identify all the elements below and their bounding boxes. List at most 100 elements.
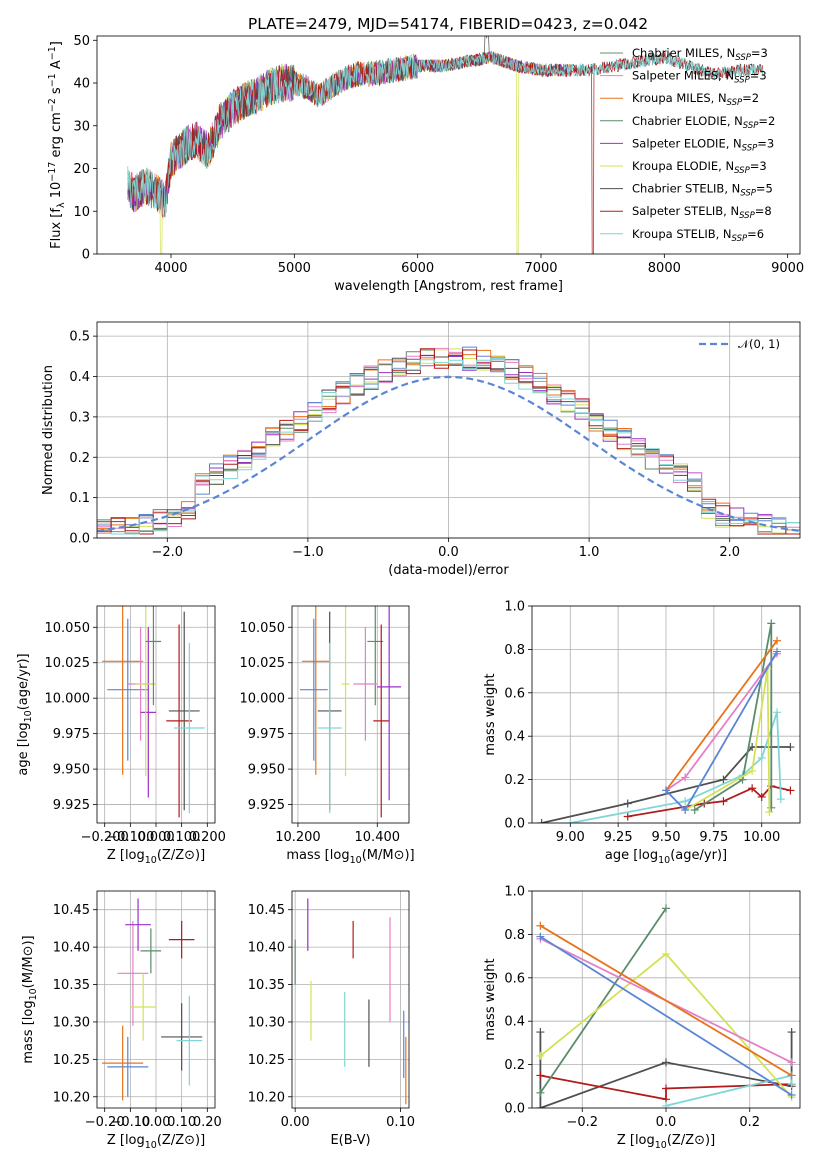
legend-label: Kroupa ELODIE, NSSP=3: [632, 159, 767, 176]
weight-marker: [767, 619, 776, 628]
weight-marker: [786, 743, 795, 752]
legend-label: 𝒩(0, 1): [738, 337, 780, 351]
label-part: erg cm: [49, 112, 64, 161]
weight-line: [539, 924, 793, 1077]
weight-marker: [662, 1058, 670, 1067]
histogram-step-chabrier-stelib: [97, 354, 800, 535]
y-tick-label: 0.3: [69, 410, 90, 425]
y-tick-label: 20: [73, 162, 90, 177]
x-tick-label: 2.0: [719, 545, 740, 560]
label-part: age [: [605, 848, 638, 863]
label-part: Z [: [107, 1133, 125, 1148]
legend-subscript: SSP: [742, 143, 758, 153]
y-tick-label: 40: [73, 77, 90, 92]
legend-count: =5: [756, 182, 773, 196]
plot-layer: 4000 5000 6000 7000 8000 9000 0 10 20 30 40 50 wavel…: [16, 34, 804, 1151]
weight-marker: [662, 949, 670, 958]
y-tick-label: 10.025: [45, 656, 91, 671]
spectrum-legend: Chabrier MILES, NSSP=3 Salpeter MILES, NS…: [600, 46, 775, 244]
legend-subscript: SSP: [735, 53, 751, 63]
y-tick-label: 9.950: [248, 763, 285, 778]
y-tick-label: 1.0: [504, 885, 525, 900]
legend-text: Chabrier STELIB, N: [632, 182, 740, 196]
label-part: Flux [f: [49, 208, 64, 249]
weight-line: [539, 907, 667, 1094]
panel-mass-vs-e-b-v-: 0.00 0.10 10.20 10.25 10.30 10.35 10.40 10.45 E(…: [248, 890, 415, 1148]
y-tick-label: 1.0: [504, 600, 525, 615]
weight-marker: [662, 1084, 670, 1093]
plot-area: [537, 619, 795, 823]
label-part: 10: [145, 855, 157, 866]
x-tick-label: 0.10: [386, 1115, 415, 1130]
spectrum-kroupa-stelib: [127, 51, 764, 218]
weight-marker: [757, 753, 766, 762]
weight-marker: [773, 647, 782, 656]
x-tick-label: 0.200: [189, 830, 226, 845]
label-part: E(B-V): [330, 1133, 370, 1148]
weight-marker: [537, 819, 546, 823]
weight-marker: [690, 805, 699, 814]
y-tick-label: 0.0: [504, 1102, 525, 1117]
x-tick-label: 1.0: [579, 545, 600, 560]
legend-text: Salpeter ELODIE, N: [632, 136, 742, 150]
label-part: (age/yr)]: [16, 653, 31, 710]
legend-label: Chabrier STELIB, NSSP=5: [632, 182, 773, 199]
weight-marker: [748, 766, 757, 775]
label-part: −1: [47, 73, 58, 87]
label-part: log: [16, 722, 31, 742]
x-axis-label: (data-model)/error: [388, 563, 509, 578]
weight-marker: [536, 1071, 545, 1080]
legend-text: Kroupa ELODIE, N: [632, 159, 734, 173]
label-part: 10: [658, 855, 670, 866]
x-tick-label: −0.100: [106, 830, 154, 845]
y-tick-label: 10.30: [53, 1015, 90, 1030]
y-tick-label: 10: [73, 205, 90, 220]
legend-label: Salpeter MILES, NSSP=3: [632, 69, 767, 86]
legend-label: Salpeter STELIB, NSSP=8: [632, 204, 772, 221]
label-part: (M/M⊙)]: [21, 935, 36, 988]
y-tick-label: 0.8: [504, 928, 525, 943]
y-tick-label: 0.6: [504, 686, 525, 701]
y-tick-label: 9.925: [248, 798, 285, 813]
axes-frame: [96, 890, 216, 1109]
label-part: mass weight: [483, 958, 498, 1040]
panel-age-vs-mass: 10.200 10.400 9.925 9.950 9.975 10.000 10.025 1…: [240, 605, 415, 866]
label-part: λ: [56, 202, 67, 208]
weight-marker: [536, 1088, 545, 1097]
histogram-step-kroupa-stelib: [97, 358, 800, 535]
weight-line: [665, 640, 778, 792]
x-tick-label: 0.00: [281, 1115, 310, 1130]
label-part: log: [21, 1000, 36, 1020]
weight-marker: [536, 1028, 545, 1037]
y-axis-label: mass [log10(M/M⊙)]: [21, 935, 39, 1063]
label-part: ]: [49, 41, 64, 46]
legend-label: Chabrier MILES, NSSP=3: [632, 46, 768, 63]
plot-area: [102, 606, 205, 818]
axes-frame: [96, 605, 216, 824]
y-tick-label: 0.2: [504, 773, 525, 788]
x-tick-label: 8000: [648, 261, 681, 276]
panel-mass-weight-vs-z: −0.2 0.0 0.2 0.0 0.2 0.4 0.6 0.8 1.0 Z [log10(Z/Z…: [483, 885, 801, 1151]
weight-marker: [773, 636, 782, 645]
weight-marker: [765, 808, 774, 817]
x-tick-label: 9.50: [652, 830, 681, 845]
axes-frame: [291, 890, 410, 1109]
y-tick-label: 10.025: [240, 656, 286, 671]
x-tick-label: 9.75: [699, 830, 728, 845]
plot-area: [102, 898, 203, 1101]
weight-marker: [787, 1071, 796, 1080]
y-tick-label: 10.20: [248, 1090, 285, 1105]
legend-label: Kroupa MILES, NSSP=2: [632, 91, 759, 108]
legend-count: =3: [750, 69, 767, 83]
label-part: (M/M⊙)]: [362, 848, 415, 863]
label-part: s: [49, 87, 64, 98]
y-tick-label: 10.000: [45, 692, 91, 707]
y-tick-label: 0.0: [504, 817, 525, 832]
y-tick-label: 0.4: [504, 1015, 525, 1030]
weight-marker: [662, 786, 670, 795]
axes-frame: [531, 890, 801, 1109]
panel-spectrum: 4000 5000 6000 7000 8000 9000 0 10 20 30 40 50 wavel…: [47, 34, 804, 294]
legend-subscript: SSP: [734, 166, 750, 176]
weight-marker: [787, 1028, 796, 1037]
